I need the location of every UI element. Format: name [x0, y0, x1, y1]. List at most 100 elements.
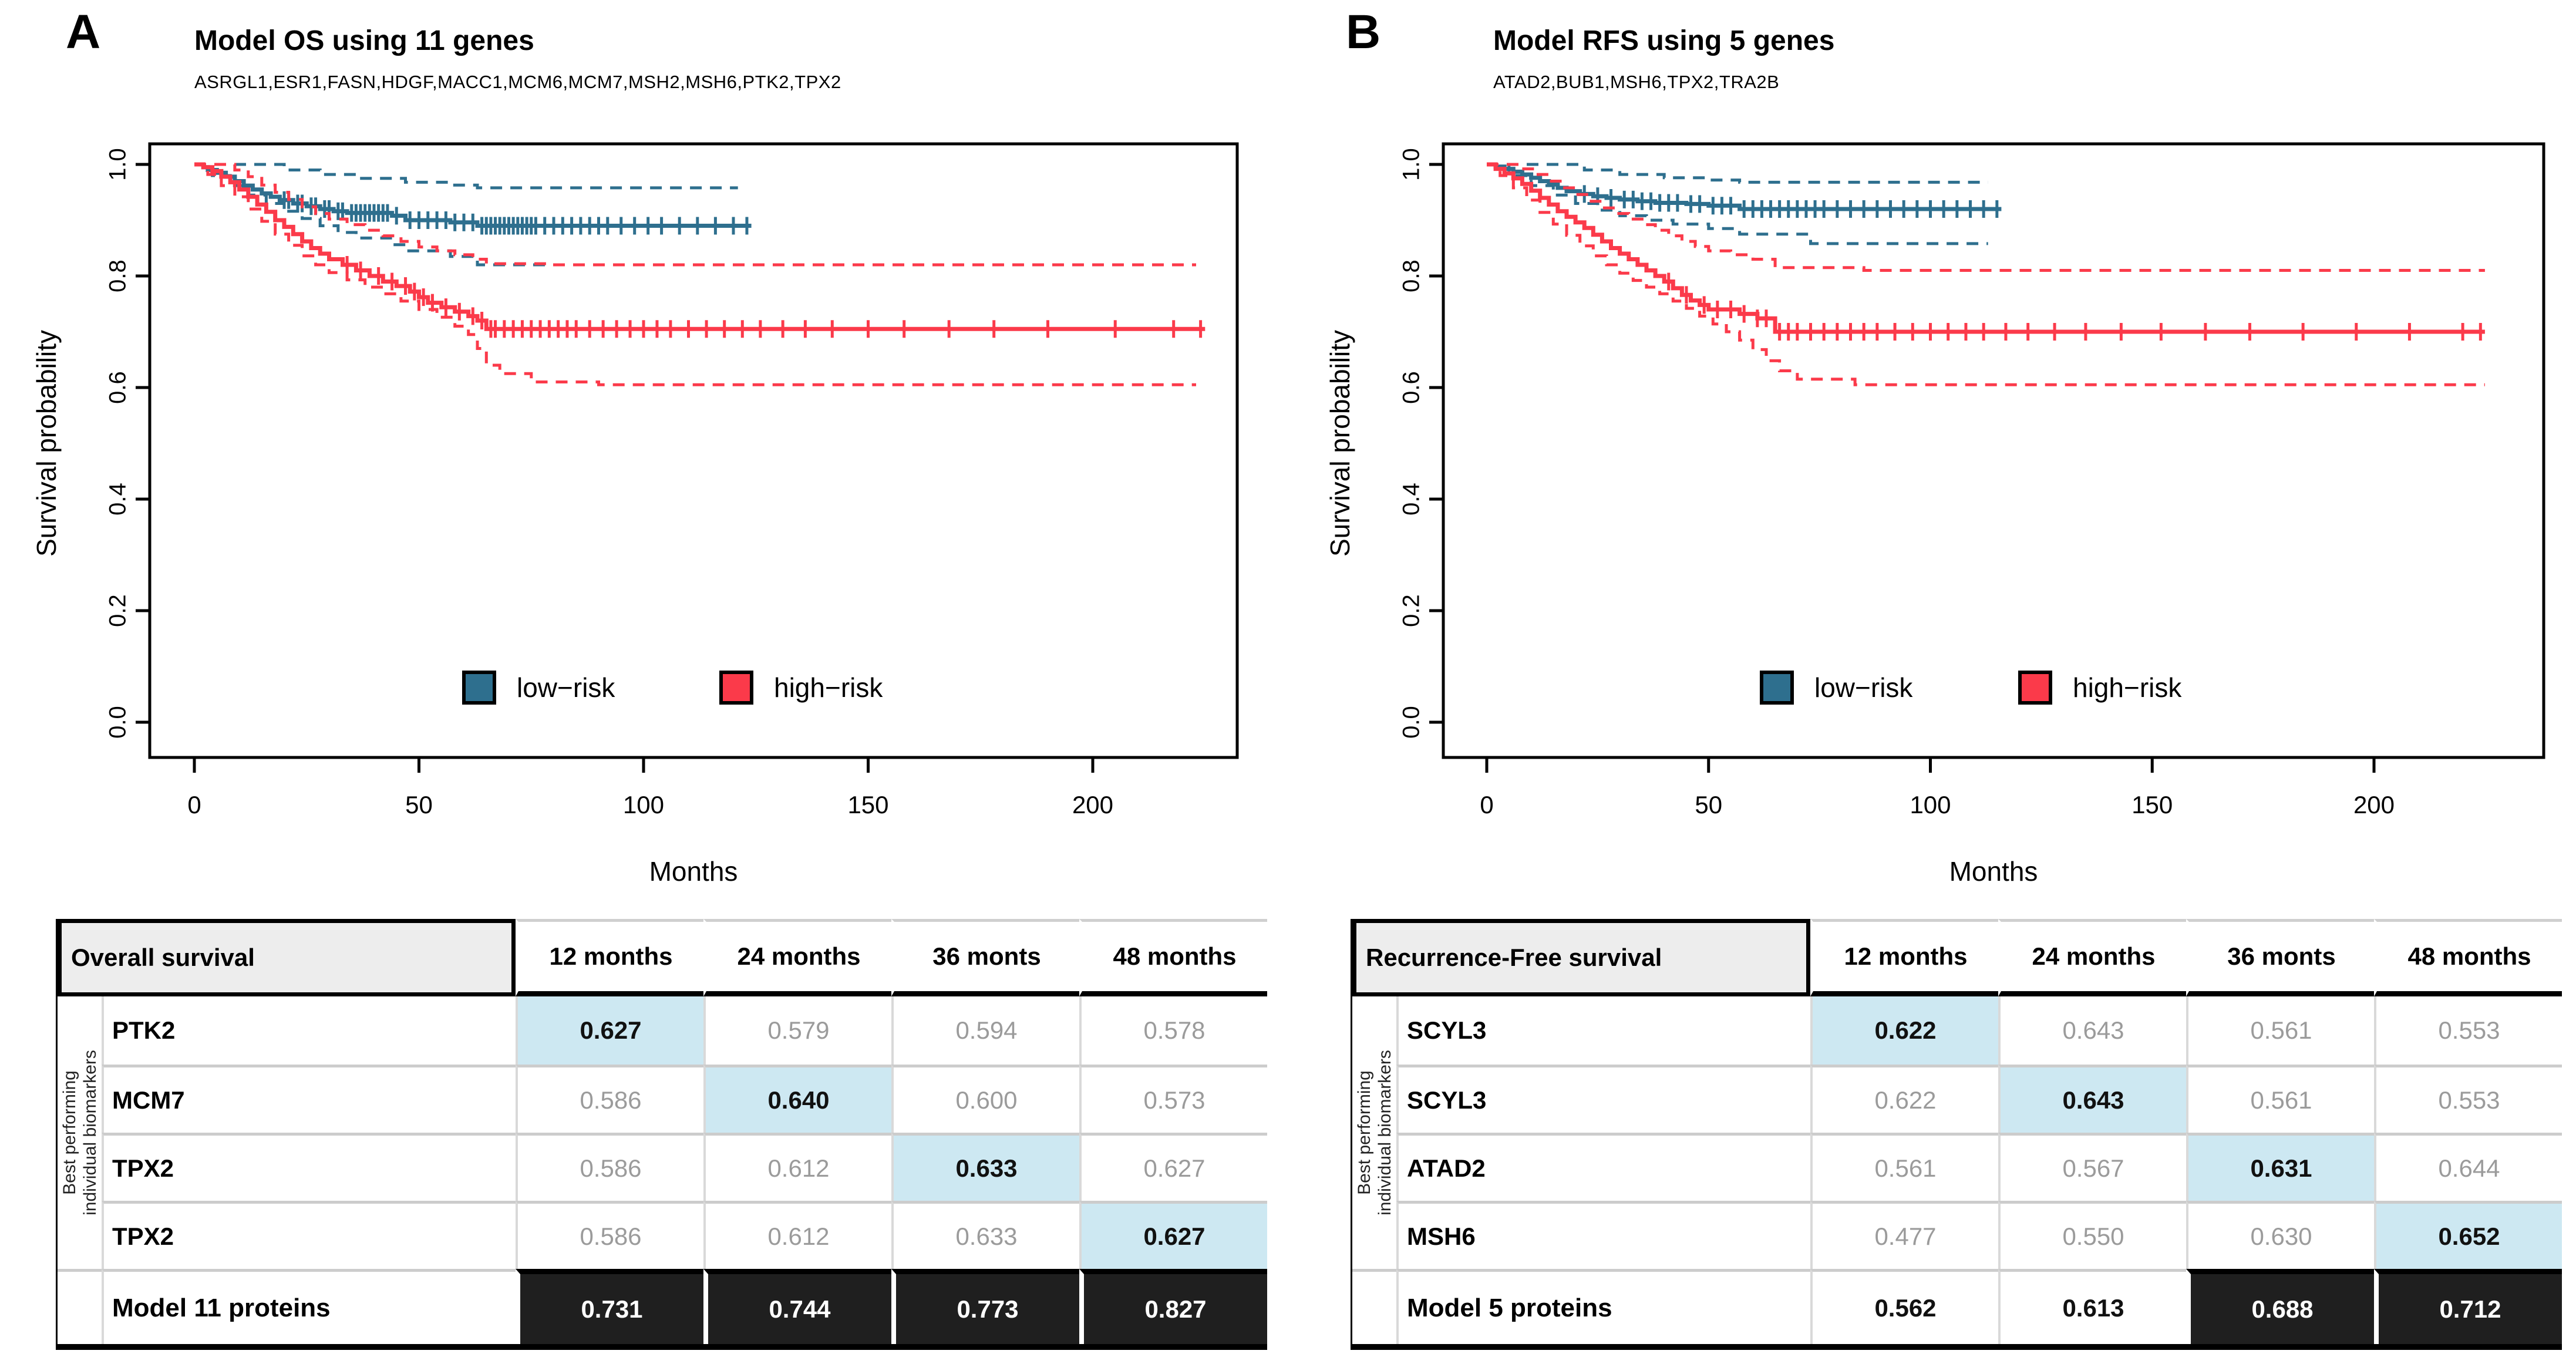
x-tick-label: 0 [1480, 791, 1493, 819]
auc-value: 0.622 [1810, 1065, 1998, 1133]
gene-name: TPX2 [102, 1133, 516, 1201]
auc-value: 0.600 [891, 1065, 1079, 1133]
model-auc-value: 0.744 [703, 1269, 891, 1344]
y-tick-label: 0.2 [1399, 594, 1425, 627]
table-row: TPX2 0.586 0.612 0.633 0.627 [58, 1201, 1267, 1269]
table-header-row: Overall survival 12 months 24 months 36 … [58, 919, 1267, 996]
axes: 0.0 0.2 0.4 0.6 0.8 1.0 0 50 100 150 200 Months Surv… [31, 148, 1113, 887]
auc-value: 0.578 [1079, 996, 1267, 1065]
km-curve [1487, 162, 2485, 334]
series-high-risk-ci-upper [194, 163, 1196, 267]
table-row: ATAD2 0.561 0.567 0.631 0.644 [1352, 1133, 2562, 1201]
side-label-best-performing: Best performing individual biomarkers [1354, 1050, 1395, 1215]
table-header-row: Recurrence-Free survival 12 months 24 mo… [1352, 919, 2562, 996]
legend-swatch-low-risk [1760, 671, 1794, 705]
km-plot-recurrence-free-survival: 0.0 0.2 0.4 0.6 0.8 1.0 0 50 100 150 200 Months Surv… [1325, 142, 2545, 887]
col-header-48-months: 48 months [2374, 919, 2562, 996]
km-curve [1487, 163, 2485, 386]
axes: 0.0 0.2 0.4 0.6 0.8 1.0 0 50 100 150 200 Months Surv… [1325, 148, 2395, 887]
auc-value: 0.550 [1998, 1201, 2186, 1269]
auc-value: 0.627 [1079, 1133, 1267, 1201]
plot-box [1442, 142, 2545, 759]
col-header-36-months: 36 monts [891, 919, 1079, 996]
model-auc-value: 0.773 [891, 1269, 1079, 1344]
x-axis-label: Months [1949, 856, 2038, 887]
model-row: Model 11 proteins 0.731 0.744 0.773 0.82… [58, 1269, 1267, 1344]
x-tick-label: 50 [405, 791, 433, 819]
auc-value: 0.633 [891, 1201, 1079, 1269]
auc-value: 0.586 [516, 1201, 703, 1269]
col-header-12-months: 12 months [1810, 919, 1998, 996]
y-tick-label: 0.8 [1399, 260, 1425, 292]
legend: low−risk high−risk [462, 671, 883, 705]
x-tick-label: 150 [847, 791, 888, 819]
legend-label: low−risk [1814, 672, 1913, 703]
auc-value: 0.553 [2374, 996, 2562, 1065]
km-plot-overall-survival: 0.0 0.2 0.4 0.6 0.8 1.0 0 50 100 150 200 Months Surv… [31, 142, 1239, 887]
model-row: Model 5 proteins 0.562 0.613 0.688 0.712 [1352, 1269, 2562, 1344]
overall-survival-table: Overall survival 12 months 24 months 36 … [56, 919, 1267, 1350]
col-header-12-months: 12 months [516, 919, 703, 996]
table-row: MCM7 0.586 0.640 0.600 0.573 [58, 1065, 1267, 1133]
auc-value: 0.627 [1079, 1201, 1267, 1269]
auc-value: 0.561 [2186, 996, 2374, 1065]
auc-value: 0.561 [2186, 1065, 2374, 1133]
auc-value: 0.622 [1810, 996, 1998, 1065]
x-tick-label: 150 [2131, 791, 2173, 819]
series-high-risk-ci-lower [1487, 163, 2485, 386]
gene-name: TPX2 [102, 1201, 516, 1269]
series-high-risk [194, 162, 1205, 338]
y-tick-label: 1.0 [105, 148, 131, 181]
legend-label: high−risk [774, 672, 883, 703]
x-tick-label: 200 [1072, 791, 1113, 819]
km-curve [194, 163, 1196, 386]
auc-value: 0.612 [703, 1133, 891, 1201]
auc-value: 0.586 [516, 1133, 703, 1201]
auc-value: 0.561 [1810, 1133, 1998, 1201]
auc-value: 0.643 [1998, 1065, 2186, 1133]
auc-value: 0.630 [2186, 1201, 2374, 1269]
col-header-36-months: 36 monts [2186, 919, 2374, 996]
y-tick-label: 0.6 [105, 371, 131, 404]
km-curve [1487, 163, 1988, 184]
x-tick-label: 100 [623, 791, 664, 819]
auc-value: 0.631 [2186, 1133, 2374, 1201]
km-curve [194, 162, 1205, 331]
y-tick-label: 0.2 [105, 594, 131, 627]
x-tick-label: 50 [1695, 791, 1722, 819]
col-header-48-months: 48 months [1079, 919, 1267, 996]
auc-value: 0.567 [1998, 1133, 2186, 1201]
plot-box [148, 142, 1239, 759]
gene-name: MCM7 [102, 1065, 516, 1133]
panel-b-label: B [1346, 5, 1382, 59]
table-row: PTK2 0.627 0.579 0.594 0.578 [58, 996, 1267, 1065]
auc-value: 0.643 [1998, 996, 2186, 1065]
x-tick-label: 100 [1910, 791, 1951, 819]
col-header-24-months: 24 months [1998, 919, 2186, 996]
km-curve [1487, 163, 2485, 272]
legend-swatch-high-risk [719, 671, 753, 705]
auc-value: 0.586 [516, 1065, 703, 1133]
panel-b-gene-list: ATAD2,BUB1,MSH6,TPX2,TRA2B [1493, 72, 1780, 92]
table-title: Recurrence-Free survival [1352, 919, 1810, 996]
y-tick-label: 0.0 [1399, 706, 1425, 739]
gene-name: MSH6 [1396, 1201, 1810, 1269]
model-label: Model 11 proteins [102, 1269, 516, 1344]
auc-value: 0.640 [703, 1065, 891, 1133]
panel-b-title: Model RFS using 5 genes [1493, 25, 1835, 56]
gene-name: ATAD2 [1396, 1133, 1810, 1201]
panel-a-label: A [66, 5, 102, 59]
auc-value: 0.627 [516, 996, 703, 1065]
side-label-best-performing: Best performing individual biomarkers [59, 1050, 100, 1215]
auc-value: 0.652 [2374, 1201, 2562, 1269]
recurrence-free-survival-table: Recurrence-Free survival 12 months 24 mo… [1351, 919, 2562, 1350]
model-auc-value: 0.688 [2186, 1269, 2374, 1344]
legend: low−risk high−risk [1760, 671, 2182, 705]
y-tick-label: 0.8 [105, 260, 131, 292]
auc-value: 0.612 [703, 1201, 891, 1269]
model-auc-value: 0.562 [1810, 1269, 1998, 1344]
model-auc-value: 0.712 [2374, 1269, 2562, 1344]
table-row: MSH6 0.477 0.550 0.630 0.652 [1352, 1201, 2562, 1269]
model-auc-value: 0.827 [1079, 1269, 1267, 1344]
y-axis-label: Survival probability [1325, 330, 1355, 557]
